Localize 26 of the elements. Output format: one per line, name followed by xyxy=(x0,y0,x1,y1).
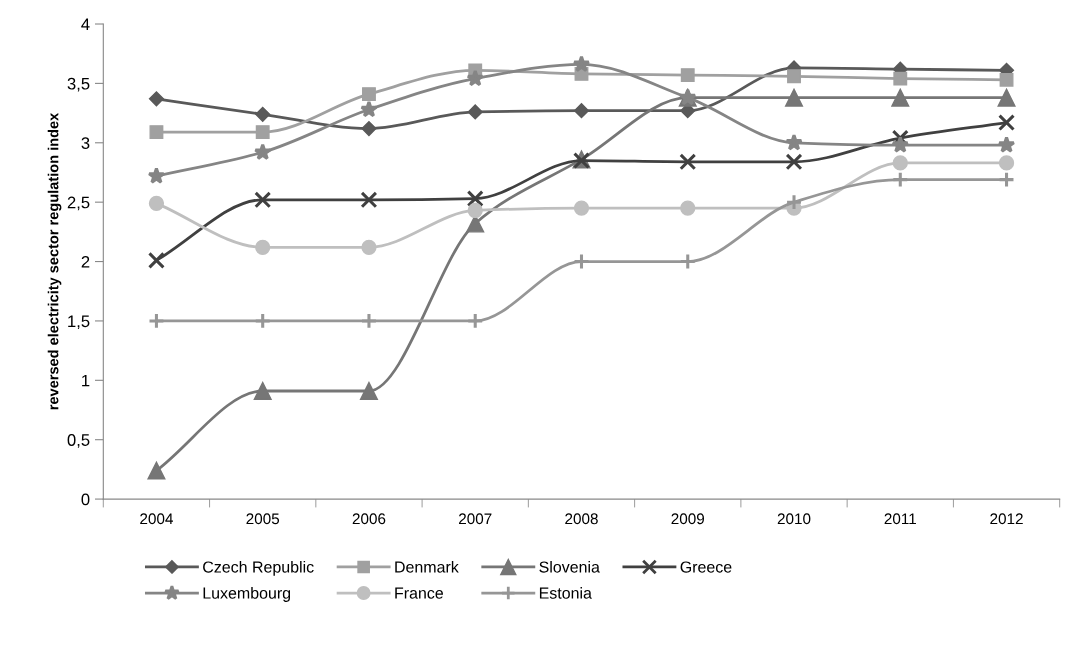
x-tick-label: 2008 xyxy=(565,513,598,525)
legend-label: Estonia xyxy=(539,587,592,599)
legend-label: Slovenia xyxy=(539,560,600,573)
x-tick-label: 2007 xyxy=(459,513,492,525)
y-axis-title: reversed electricity sector regulation index xyxy=(47,112,62,410)
y-tick-label: 2,5 xyxy=(67,196,90,211)
x-tick-label: 2010 xyxy=(777,513,811,525)
y-tick-label: 0 xyxy=(81,493,90,506)
legend-label: Denmark xyxy=(395,560,459,573)
x-tick-label: 2011 xyxy=(884,513,916,525)
x-tick-label: 2012 xyxy=(990,513,1023,525)
y-tick-label: 1 xyxy=(82,374,90,387)
y-tick-label: 2 xyxy=(81,255,90,268)
y-tick-label: 1,5 xyxy=(68,315,90,330)
y-tick-label: 3 xyxy=(81,137,90,149)
x-tick-label: 2009 xyxy=(671,513,705,525)
y-tick-label: 4 xyxy=(81,18,90,31)
legend-label: Greece xyxy=(680,561,732,573)
legend-label: Luxembourg xyxy=(203,587,291,602)
x-tick-label: 2004 xyxy=(140,513,173,525)
legend-label: Czech Republic xyxy=(203,560,314,576)
legend-label: France xyxy=(395,587,443,599)
y-tick-label: 3,5 xyxy=(67,77,90,92)
y-tick-label: 0,5 xyxy=(67,434,90,448)
x-tick-label: 2006 xyxy=(352,513,386,525)
x-tick-label: 2005 xyxy=(246,513,280,525)
